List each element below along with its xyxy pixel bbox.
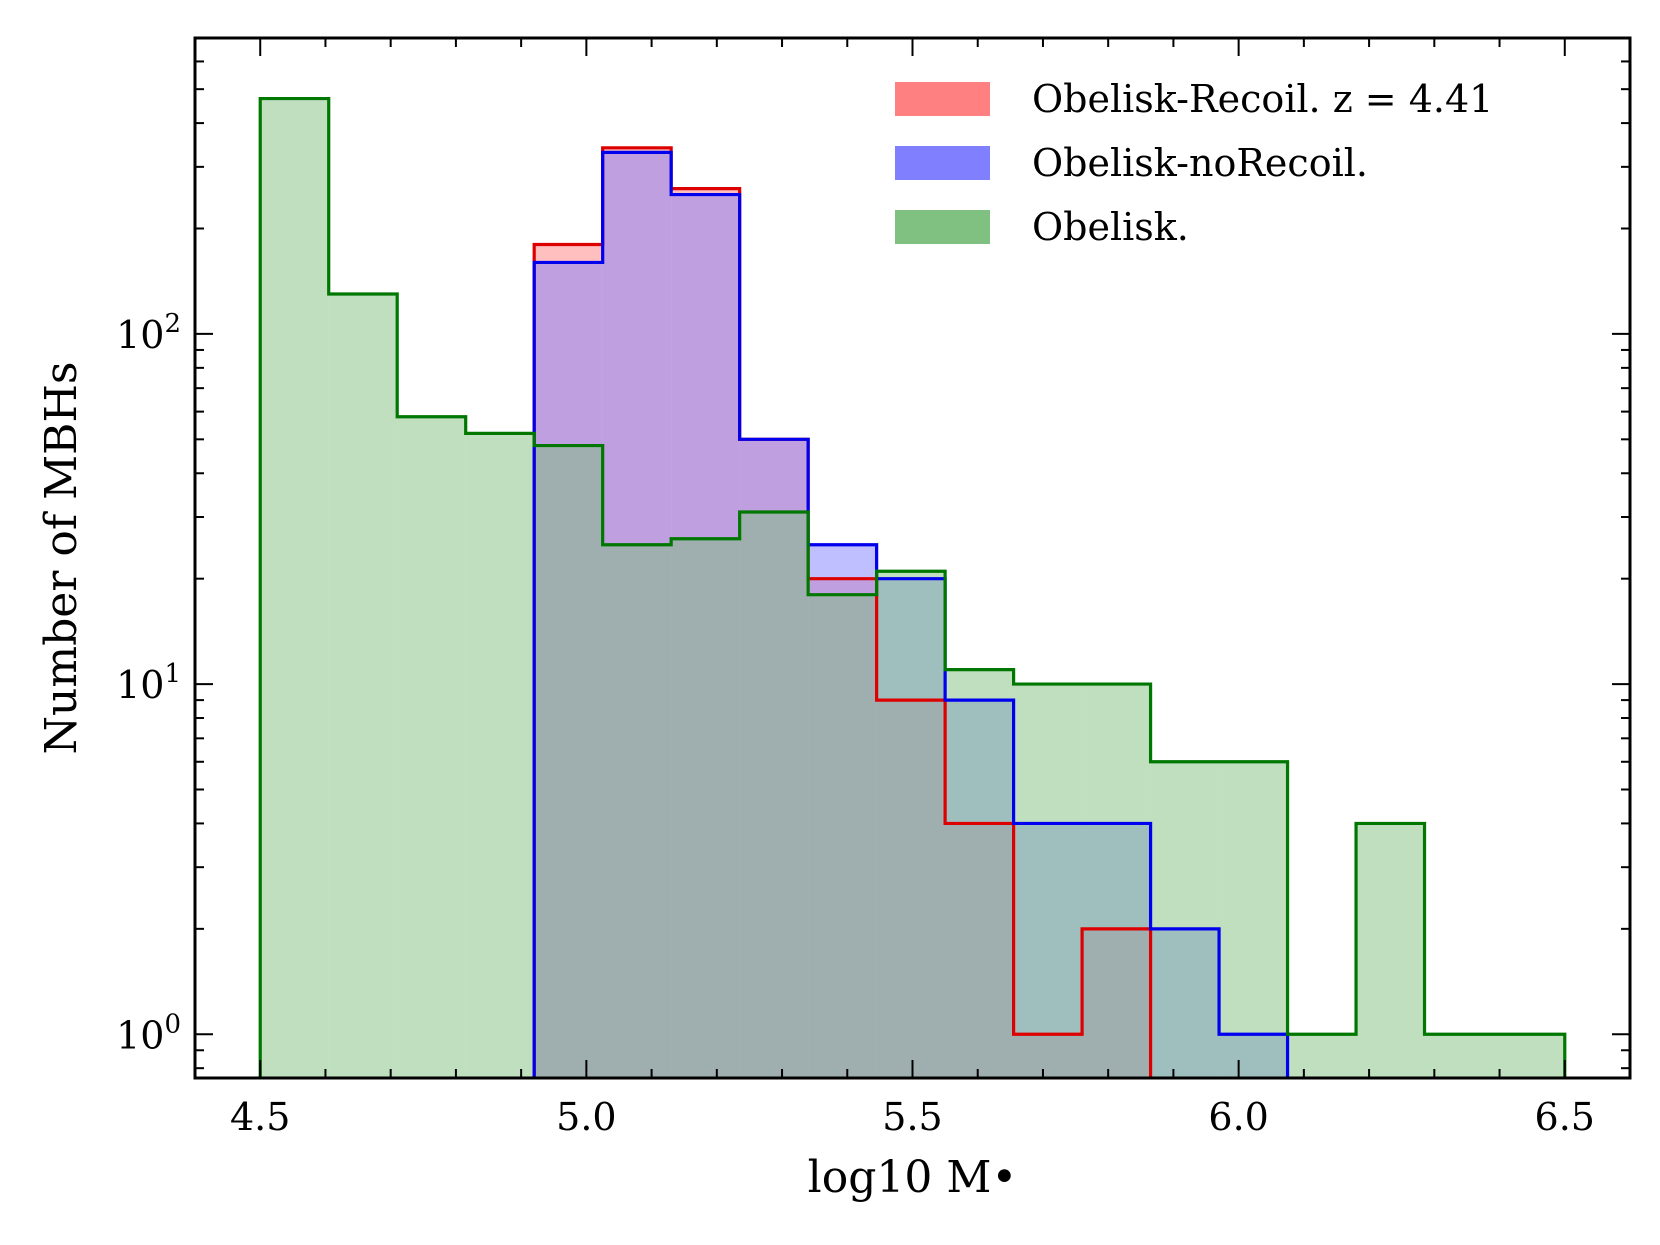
y-tick-label: 102 bbox=[116, 309, 181, 357]
bar-obelisk-6 bbox=[671, 538, 740, 1078]
legend-swatch-norecoil bbox=[895, 146, 990, 180]
bar-obelisk-7 bbox=[739, 512, 809, 1078]
step-line-obelisk bbox=[258, 96, 1567, 1078]
bar-obelisk-2 bbox=[397, 416, 466, 1078]
bar-obelisk-5 bbox=[602, 544, 672, 1078]
legend-swatch-obelisk bbox=[895, 210, 990, 244]
y-tick-exponent: 0 bbox=[164, 1009, 181, 1039]
legend-label-recoil: Obelisk-Recoil. z = 4.41 bbox=[1032, 77, 1493, 121]
legend-label-norecoil: Obelisk-noRecoil. bbox=[1032, 141, 1368, 185]
bar-obelisk-3 bbox=[465, 433, 535, 1079]
y-axis-label: Number of MBHs bbox=[36, 362, 87, 755]
plot-frame bbox=[193, 36, 1632, 1080]
bar-obelisk-11 bbox=[1013, 684, 1083, 1078]
y-tick-label: 101 bbox=[116, 659, 181, 707]
histogram-step-outlines bbox=[258, 96, 1567, 1078]
x-tick-label: 5.0 bbox=[556, 1095, 616, 1139]
x-tick-label: 6.5 bbox=[1535, 1095, 1595, 1139]
bar-obelisk-8 bbox=[808, 594, 877, 1078]
histogram-fills bbox=[260, 98, 1565, 1079]
x-tick-label: 6.0 bbox=[1208, 1095, 1268, 1139]
bar-obelisk-12 bbox=[1082, 684, 1151, 1078]
legend: Obelisk-Recoil. z = 4.41 Obelisk-noRecoil… bbox=[895, 77, 1493, 249]
bar-obelisk-17 bbox=[1424, 1034, 1494, 1078]
y-tick-exponent: 1 bbox=[164, 659, 181, 689]
y-tick-label: 100 bbox=[116, 1009, 181, 1057]
x-tick-labels: 4.5 5.0 5.5 6.0 6.5 bbox=[230, 1095, 1595, 1139]
bar-obelisk-13 bbox=[1150, 761, 1220, 1078]
legend-label-obelisk: Obelisk. bbox=[1032, 205, 1189, 249]
x-tick-label: 5.5 bbox=[882, 1095, 942, 1139]
series-obelisk-bars bbox=[260, 98, 1565, 1079]
x-axis-label: log10 M• bbox=[808, 1152, 1018, 1203]
bar-obelisk-9 bbox=[876, 571, 946, 1078]
x-tick-label: 4.5 bbox=[230, 1095, 290, 1139]
bar-obelisk-1 bbox=[328, 294, 398, 1078]
bar-obelisk-14 bbox=[1219, 761, 1288, 1078]
bar-obelisk-10 bbox=[945, 669, 1014, 1078]
bar-obelisk-18 bbox=[1493, 1034, 1565, 1078]
bar-obelisk-15 bbox=[1287, 1034, 1357, 1078]
step-line-recoil bbox=[532, 146, 1153, 1078]
legend-swatch-recoil bbox=[895, 82, 990, 116]
bar-obelisk-4 bbox=[534, 445, 603, 1078]
bar-obelisk-0 bbox=[260, 98, 329, 1079]
y-tick-exponent: 2 bbox=[164, 309, 181, 339]
bar-obelisk-16 bbox=[1356, 823, 1425, 1078]
